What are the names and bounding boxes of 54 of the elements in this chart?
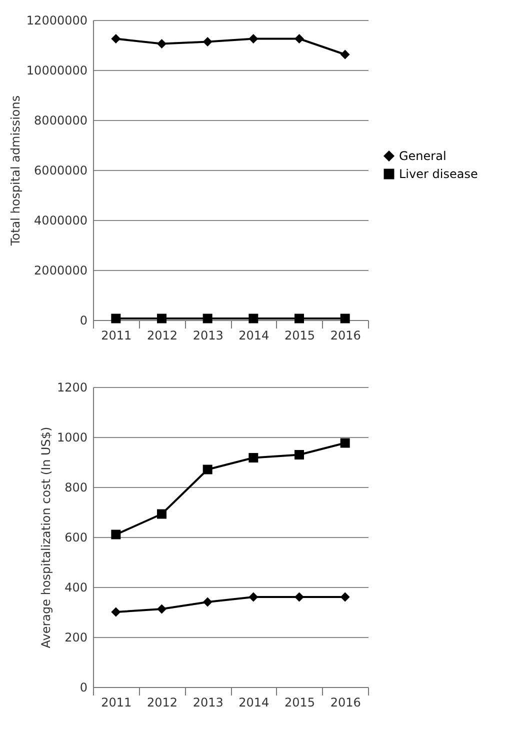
y-axis-title: Average hospitalization cost (In US$) <box>38 426 53 648</box>
point <box>111 34 121 44</box>
point <box>340 438 350 448</box>
x-tick-label: 2016 <box>330 328 361 342</box>
y-tick-label: 2000000 <box>34 264 88 278</box>
y-tick-label: 0 <box>80 314 88 328</box>
y-tick-label: 600 <box>64 530 88 544</box>
legend-label: General <box>399 149 446 163</box>
point <box>111 607 121 617</box>
y-tick-label: 1000 <box>56 430 88 444</box>
x-tick-label: 2011 <box>101 696 132 710</box>
x-tick-label: 2013 <box>192 328 224 342</box>
point <box>248 453 258 462</box>
point <box>157 39 166 48</box>
point <box>157 509 166 519</box>
point <box>294 34 304 44</box>
y-tick-label: 0 <box>80 680 88 694</box>
point <box>340 50 350 60</box>
y-tick-label: 400 <box>64 580 88 594</box>
y-tick-label: 1200 <box>56 380 88 394</box>
point <box>202 464 212 474</box>
x-tick-label: 2012 <box>146 696 178 710</box>
x-tick-label: 2011 <box>101 328 132 342</box>
point <box>111 314 121 324</box>
x-tick-label: 2014 <box>238 328 270 342</box>
x-tick-label: 2014 <box>238 696 270 710</box>
point <box>202 37 212 46</box>
point <box>157 604 166 614</box>
y-axis-title: Total hospital admissions <box>8 95 22 247</box>
point <box>248 314 258 324</box>
point <box>340 592 350 602</box>
x-tick-label: 2016 <box>330 696 361 710</box>
point <box>157 314 166 324</box>
x-tick-label: 2013 <box>192 696 224 710</box>
x-tick-label: 2015 <box>284 696 316 710</box>
y-tick-label: 12000000 <box>26 14 88 28</box>
x-tick-label: 2012 <box>146 328 178 342</box>
y-tick-label: 4000000 <box>34 214 88 228</box>
point <box>294 592 304 602</box>
y-tick-label: 800 <box>64 480 88 494</box>
y-tick-label: 10000000 <box>26 64 88 78</box>
point <box>248 592 258 602</box>
point <box>248 34 258 44</box>
point <box>202 314 212 324</box>
point <box>111 530 121 540</box>
x-tick-label: 2015 <box>284 328 316 342</box>
y-tick-label: 200 <box>64 630 88 644</box>
y-tick-label: 8000000 <box>34 114 88 128</box>
point <box>202 597 212 607</box>
point <box>294 314 304 324</box>
legend-label: Liver disease <box>399 167 478 181</box>
y-tick-label: 6000000 <box>34 164 88 178</box>
point <box>294 450 304 460</box>
point <box>340 314 350 324</box>
